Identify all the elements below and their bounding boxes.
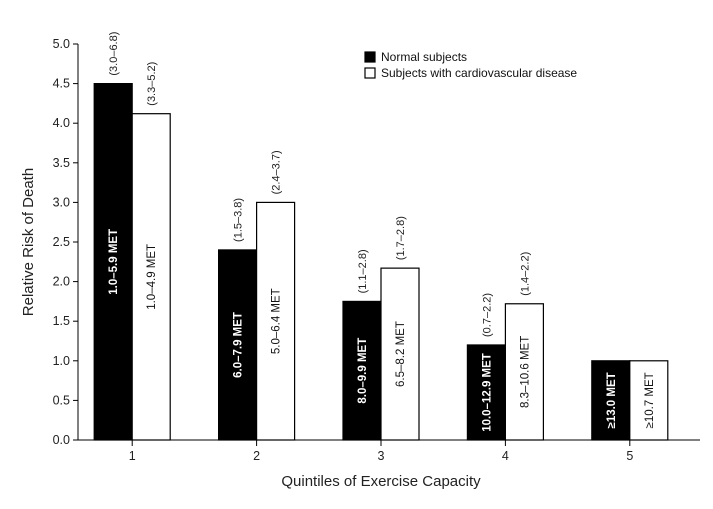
met-label: ≥13.0 MET [606,372,618,428]
x-tick-label: 4 [502,449,509,463]
met-label: 6.0–7.9 MET [233,312,245,378]
bar [342,300,382,441]
x-tick-label: 5 [626,449,633,463]
ci-label: (3.0–6.8) [108,32,120,76]
y-tick-label: 4.5 [53,77,70,91]
y-tick-label: 1.5 [53,314,70,328]
x-axis-title: Quintiles of Exercise Capacity [281,473,481,490]
y-tick-label: 3.0 [53,195,70,209]
ci-label: (1.5–3.8) [233,198,245,242]
y-tick-label: 1.0 [53,354,70,368]
bar [504,303,544,441]
bar [218,249,258,441]
bar [591,360,631,441]
bar [131,113,171,441]
y-tick-label: 3.5 [53,156,70,170]
y-tick-label: 2.0 [53,275,70,289]
axes-group: 0.0 0.5 1.0 1.5 2.0 2.5 3.0 3.5 4.0 4.5 5.0 1 2 3 4 5 [53,37,700,463]
bar [93,82,133,441]
bar [629,360,669,441]
ci-label: (1.4–2.2) [519,252,531,296]
x-tick-label: 3 [378,449,385,463]
x-tick-label: 1 [129,449,136,463]
y-tick-label: 2.5 [53,235,70,249]
y-tick-label: 0.5 [53,393,70,407]
y-tick-label: 0.0 [53,433,70,447]
ci-label: (3.3–5.2) [146,62,158,106]
x-tick-label: 2 [253,449,260,463]
bars-group: 1.0–5.9 MET (3.0–6.8) 1.0–4.9 MET (3.3–5.2)… [93,32,669,441]
met-label: 1.0–5.9 MET [108,229,120,295]
bar [466,344,506,441]
met-label: ≥10.7 MET [644,372,656,428]
y-axis-title: Relative Risk of Death [20,168,37,316]
ci-label: (2.4–3.7) [271,150,283,194]
ci-label: (1.1–2.8) [357,249,369,293]
legend: Normal subjects Subjects with cardiovascu… [364,50,577,80]
met-label: 5.0–6.4 MET [271,288,283,354]
bar [380,267,420,441]
ci-label: (0.7–2.2) [481,293,493,337]
legend-swatch [364,67,376,79]
legend-label: Normal subjects [381,50,467,64]
bar [256,201,296,441]
legend-swatch [364,51,376,63]
y-tick-label: 5.0 [53,37,70,51]
met-label: 1.0–4.9 MET [146,244,158,310]
ci-label: (1.7–2.8) [395,216,407,260]
met-label: 8.0–9.9 MET [357,338,369,404]
legend-label: Subjects with cardiovascular disease [381,66,577,80]
met-label: 10.0–12.9 MET [481,353,493,432]
y-tick-label: 4.0 [53,116,70,130]
met-label: 6.5–8.2 MET [395,321,407,387]
met-label: 8.3–10.6 MET [519,336,531,408]
